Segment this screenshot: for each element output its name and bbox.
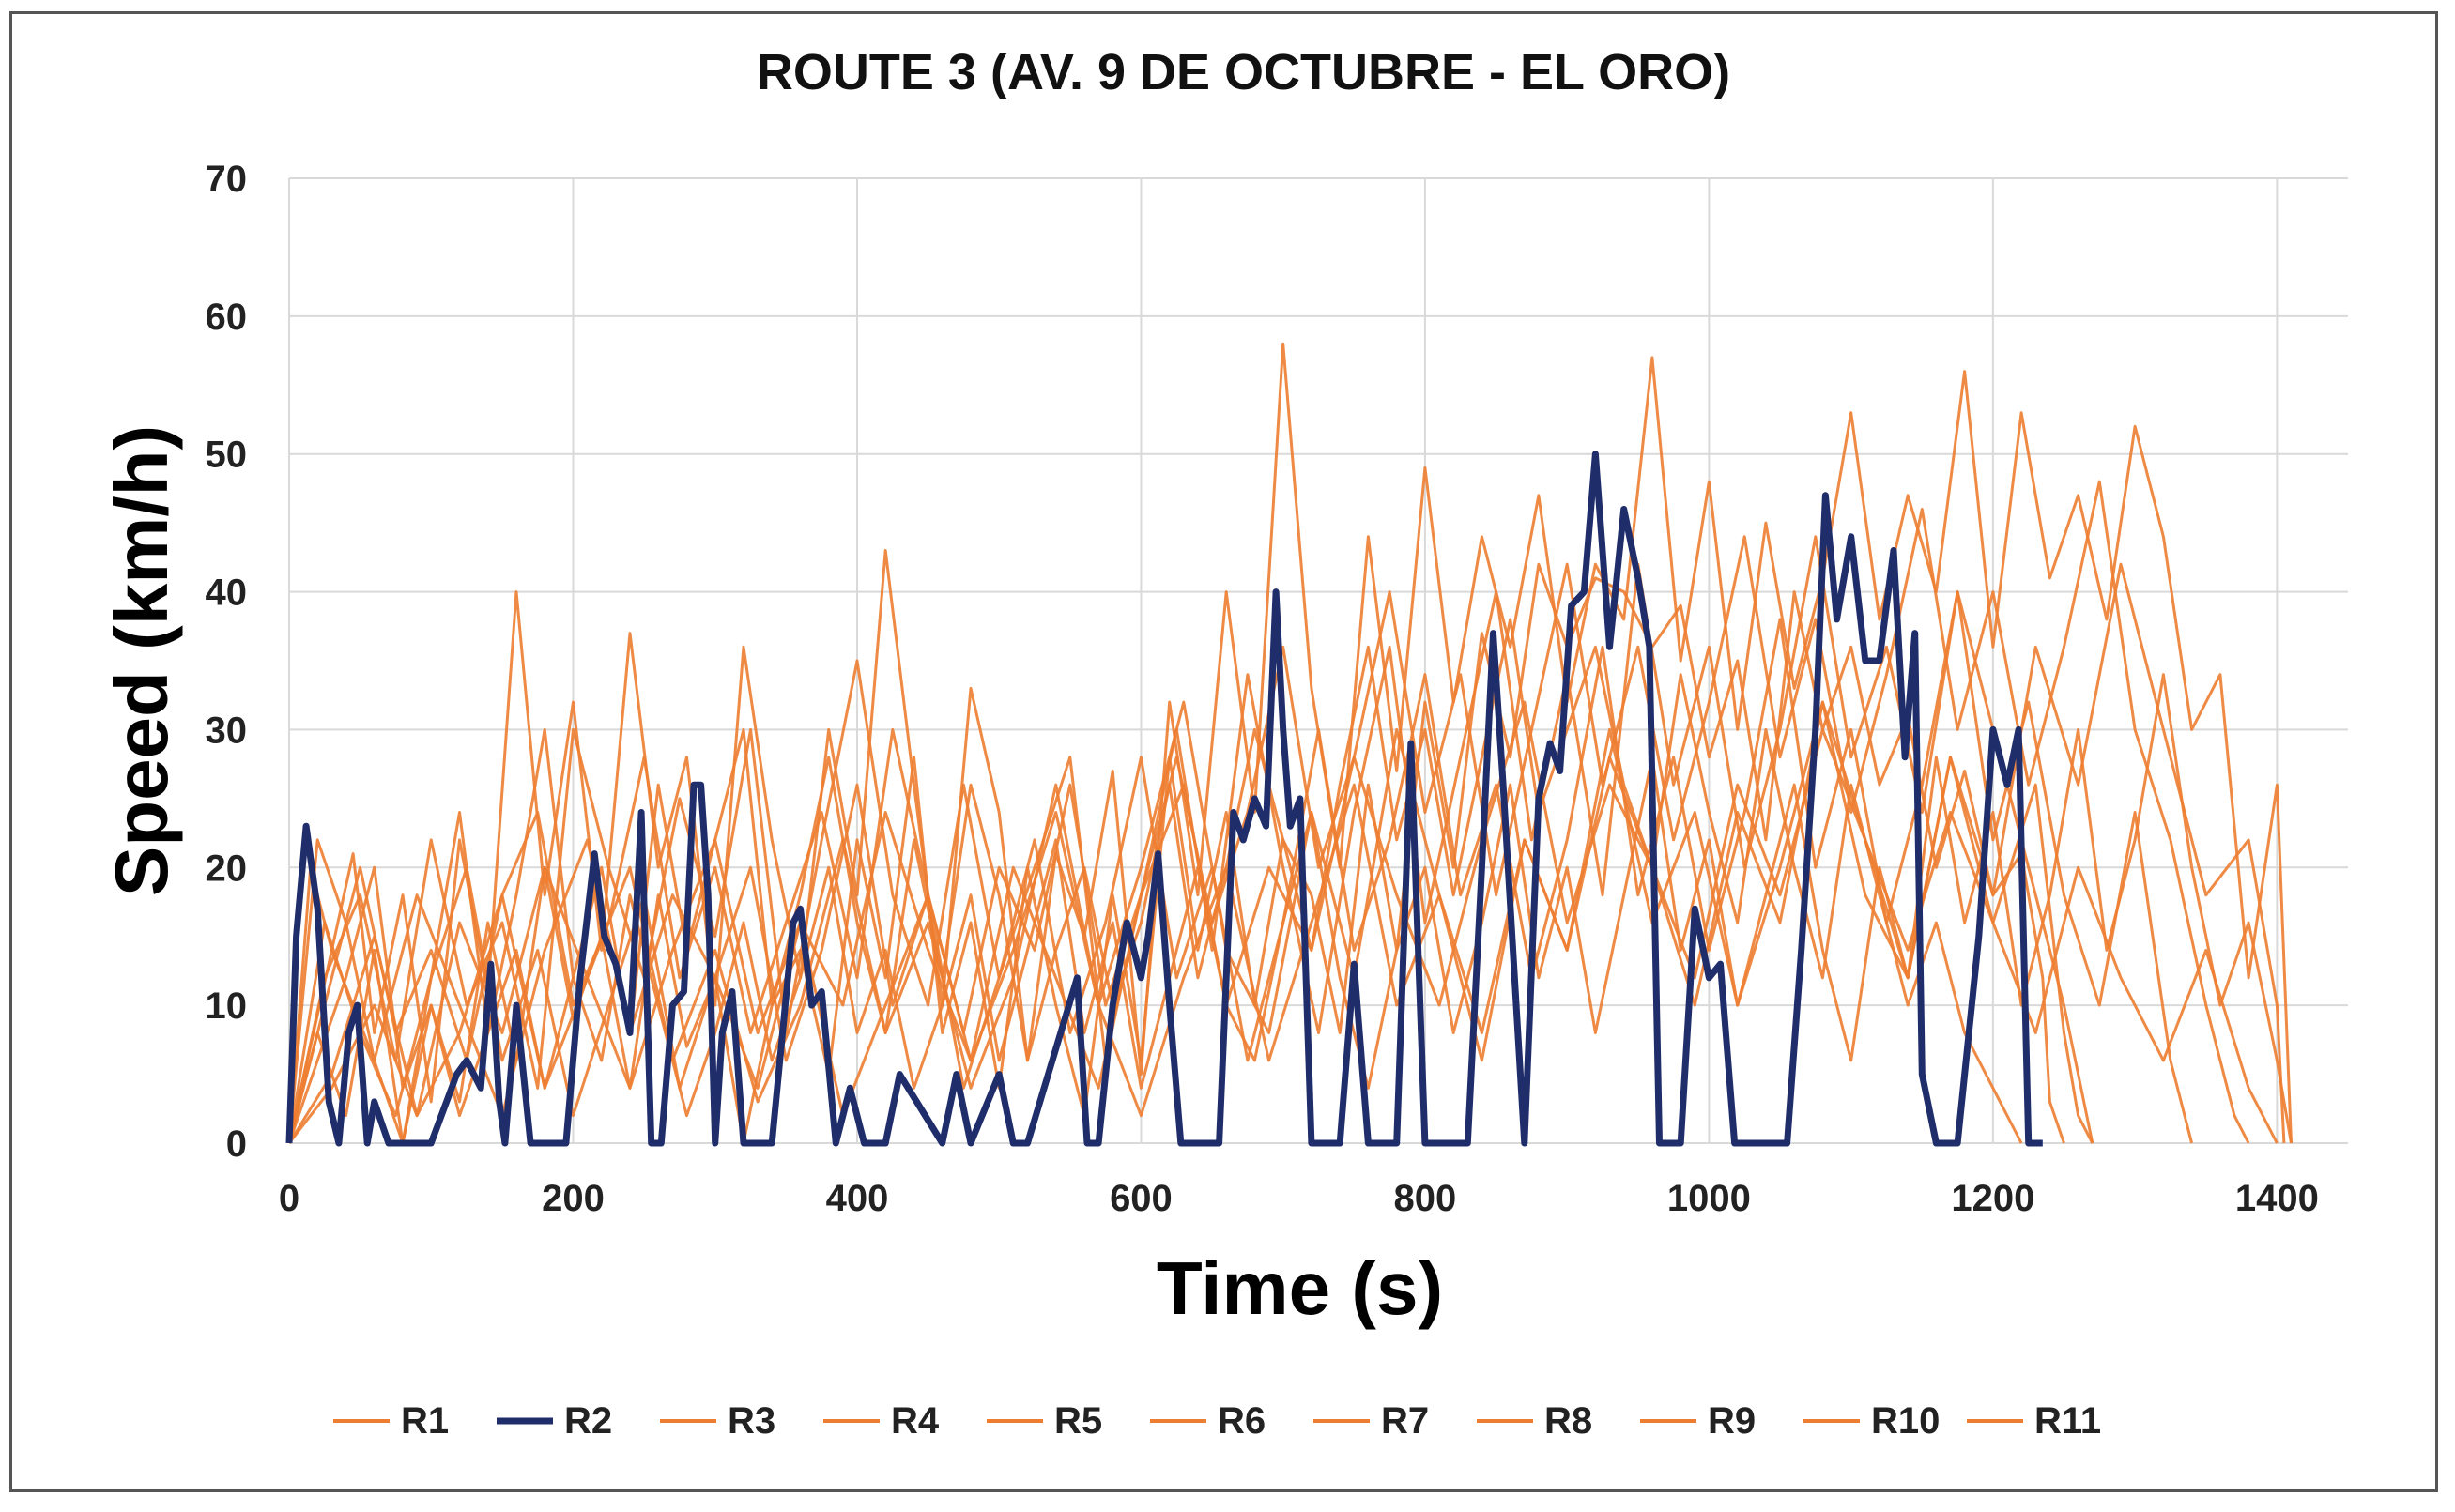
- y-tick-label: 50: [206, 435, 248, 476]
- chart: ROUTE 3 (AV. 9 DE OCTUBRE - EL ORO) 0 10 2…: [100, 44, 2348, 1442]
- legend-label-r1: R1: [401, 1400, 449, 1442]
- y-axis-title: Speed (km/h): [100, 425, 183, 896]
- legend-label-r3: R3: [728, 1400, 775, 1442]
- x-tick-label: 600: [1110, 1178, 1173, 1219]
- y-tick-label: 30: [206, 710, 248, 751]
- y-tick-label: 60: [206, 297, 248, 338]
- x-tick-label: 1000: [1667, 1178, 1751, 1219]
- legend-label-r8: R8: [1544, 1400, 1592, 1442]
- legend-label-r6: R6: [1218, 1400, 1266, 1442]
- legend-label-r11: R11: [2034, 1400, 2101, 1442]
- chart-title: ROUTE 3 (AV. 9 DE OCTUBRE - EL ORO): [757, 44, 1730, 100]
- x-tick-label: 1400: [2235, 1178, 2319, 1219]
- x-axis-title: Time (s): [1157, 1246, 1443, 1330]
- legend-label-r7: R7: [1381, 1400, 1429, 1442]
- legend-label-r4: R4: [891, 1400, 940, 1442]
- legend-label-r10: R10: [1871, 1400, 1940, 1442]
- legend-label-r2: R2: [564, 1400, 612, 1442]
- grid: [288, 177, 2348, 1144]
- legend-label-r5: R5: [1054, 1400, 1102, 1442]
- chart-frame: ROUTE 3 (AV. 9 DE OCTUBRE - EL ORO) 0 10 2…: [9, 11, 2438, 1492]
- series-line-r9: [287, 673, 2293, 1144]
- x-tick-label: 800: [1394, 1178, 1457, 1219]
- x-tick-label: 1200: [1951, 1178, 2034, 1219]
- series-line-r10: [287, 590, 2194, 1144]
- y-tick-label: 70: [206, 159, 248, 200]
- x-tick-label: 200: [542, 1178, 605, 1219]
- series-line-r11: [287, 700, 2094, 1144]
- x-ticks: 0 200 400 600 800 1000 1200 1400: [279, 1178, 2319, 1219]
- y-tick-label: 0: [226, 1123, 247, 1165]
- x-tick-label: 400: [826, 1178, 889, 1219]
- y-tick-label: 40: [206, 573, 248, 614]
- legend-label-r9: R9: [1708, 1400, 1756, 1442]
- series-layer: [285, 342, 2293, 1147]
- series-line-r2: [285, 451, 2043, 1147]
- y-tick-label: 10: [206, 985, 248, 1027]
- legend: R1 R2 R3 R4 R5 R6 R7 R8 R9 R10 R11: [333, 1400, 2101, 1442]
- y-ticks: 0 10 20 30 40 50 60 70: [206, 159, 248, 1165]
- series-line-r1: [287, 342, 2293, 1144]
- y-tick-label: 20: [206, 848, 248, 889]
- x-tick-label: 0: [279, 1178, 299, 1219]
